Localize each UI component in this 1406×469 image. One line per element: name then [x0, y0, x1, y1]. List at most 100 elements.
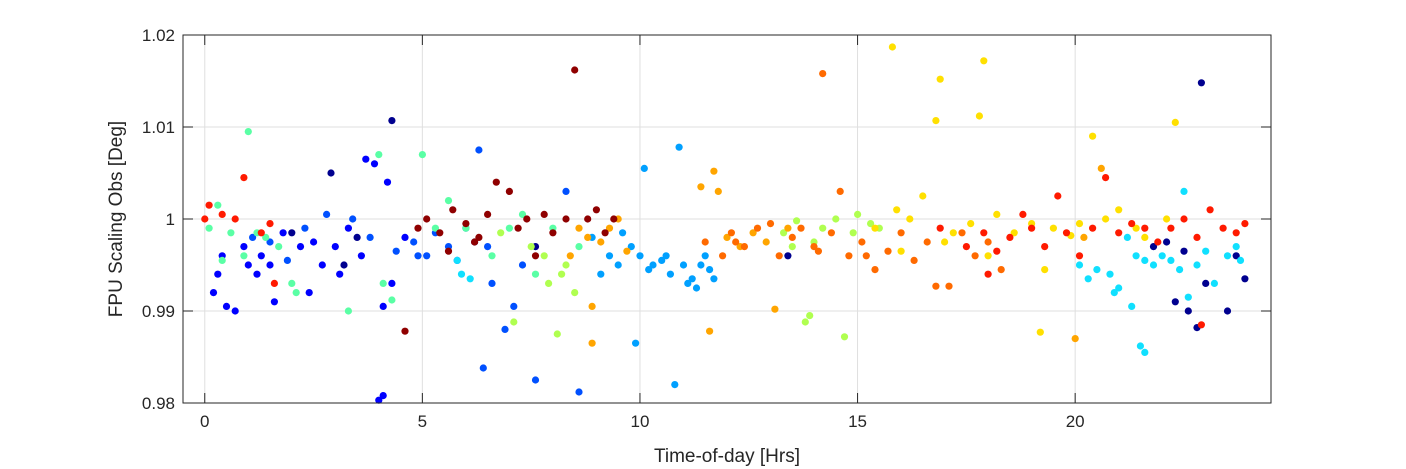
- data-point: [1184, 307, 1192, 315]
- data-point: [1097, 164, 1105, 172]
- data-point: [340, 261, 348, 269]
- x-tick-label: 20: [1066, 412, 1085, 431]
- data-point: [614, 261, 622, 269]
- data-point: [1006, 233, 1014, 241]
- data-point: [1075, 252, 1084, 260]
- data-point: [1071, 335, 1079, 343]
- data-point: [558, 270, 566, 278]
- data-point: [810, 243, 818, 251]
- data-point: [675, 143, 683, 151]
- data-point: [1167, 224, 1175, 232]
- data-point: [1163, 238, 1171, 246]
- data-point: [801, 318, 809, 326]
- data-point: [941, 238, 949, 246]
- data-point: [327, 169, 335, 177]
- data-point: [344, 224, 352, 232]
- data-point: [1232, 252, 1240, 260]
- data-point: [379, 279, 387, 287]
- data-point: [849, 229, 857, 237]
- data-point: [1197, 321, 1205, 329]
- data-point: [1075, 220, 1084, 228]
- data-point: [1110, 289, 1118, 297]
- data-point: [1232, 229, 1240, 237]
- data-point: [1036, 328, 1044, 336]
- data-point: [296, 243, 305, 251]
- data-point: [1180, 215, 1188, 223]
- data-point: [505, 187, 513, 195]
- data-point: [793, 217, 801, 225]
- data-point: [1019, 210, 1027, 218]
- data-point: [649, 261, 657, 269]
- data-point: [679, 261, 688, 269]
- data-point: [1141, 348, 1149, 356]
- data-point: [884, 247, 892, 255]
- data-point: [997, 266, 1005, 274]
- data-point: [357, 252, 365, 260]
- data-point: [797, 224, 805, 232]
- data-point: [423, 215, 431, 223]
- data-point: [893, 206, 901, 214]
- data-point: [862, 252, 870, 260]
- data-point: [827, 229, 836, 237]
- data-point: [588, 339, 596, 347]
- data-point: [1115, 206, 1123, 214]
- data-point: [840, 333, 849, 341]
- data-point: [975, 112, 984, 120]
- data-point: [349, 215, 357, 223]
- data-point: [492, 178, 500, 186]
- data-point: [753, 224, 762, 232]
- data-point: [623, 247, 631, 255]
- data-point: [1115, 229, 1123, 237]
- data-point: [697, 183, 705, 191]
- data-point: [231, 307, 239, 315]
- data-point: [227, 229, 235, 237]
- data-point: [719, 252, 727, 260]
- data-point: [414, 252, 422, 260]
- data-point: [510, 318, 518, 326]
- data-point: [732, 238, 740, 246]
- y-tick-label: 0.99: [142, 302, 175, 321]
- data-point: [488, 279, 496, 287]
- data-point: [1241, 220, 1249, 228]
- data-point: [257, 229, 265, 237]
- data-point: [766, 220, 775, 228]
- data-point: [388, 117, 396, 125]
- data-point: [740, 243, 749, 251]
- data-point: [449, 206, 457, 214]
- data-point: [971, 252, 979, 260]
- data-point: [706, 266, 714, 274]
- data-point: [854, 210, 862, 218]
- data-point: [710, 167, 718, 175]
- data-point: [1219, 224, 1227, 232]
- data-point: [240, 243, 248, 251]
- data-point: [484, 243, 492, 251]
- data-point: [584, 233, 592, 241]
- data-point: [505, 224, 513, 232]
- data-point: [270, 298, 278, 306]
- data-point: [640, 164, 648, 172]
- data-point: [658, 256, 666, 264]
- data-point: [1171, 118, 1179, 126]
- data-point: [540, 252, 548, 260]
- data-point: [605, 224, 614, 232]
- data-point: [370, 160, 379, 168]
- data-point: [388, 279, 396, 287]
- data-point: [257, 252, 265, 260]
- data-point: [571, 289, 579, 297]
- data-point: [936, 75, 944, 83]
- data-point: [266, 220, 274, 228]
- data-point: [1080, 233, 1088, 241]
- data-point: [1141, 233, 1149, 241]
- data-point: [262, 233, 270, 241]
- data-point: [645, 266, 653, 274]
- data-point: [523, 215, 531, 223]
- data-point: [597, 270, 605, 278]
- data-point: [888, 43, 897, 51]
- data-point: [549, 229, 557, 237]
- data-point: [993, 247, 1001, 255]
- data-point: [518, 210, 527, 218]
- data-point: [288, 279, 296, 287]
- data-point: [336, 270, 344, 278]
- data-point: [575, 243, 583, 251]
- data-point: [984, 270, 992, 278]
